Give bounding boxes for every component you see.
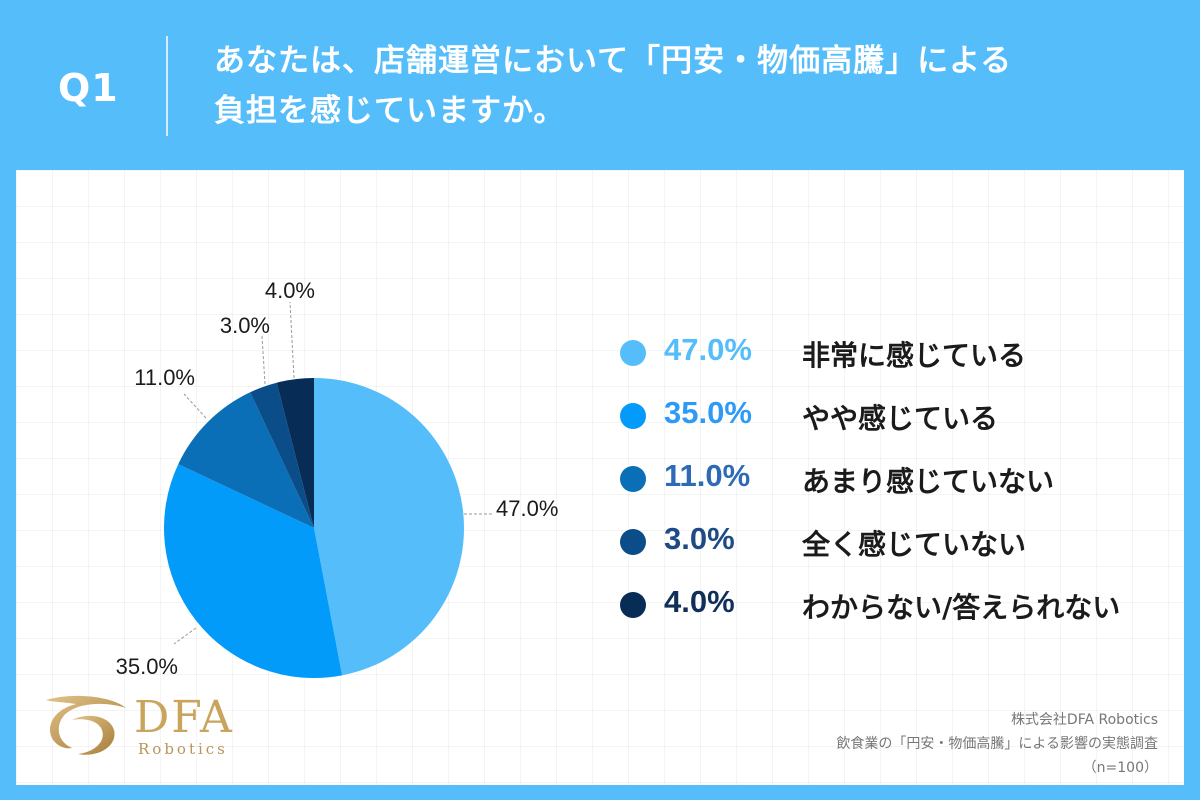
source-note: 株式会社DFA Robotics 飲食業の「円安・物価高騰」による影響の実態調査…: [836, 708, 1158, 780]
logo-text: DFA: [134, 692, 234, 743]
legend-label: 全く感じていない: [802, 528, 1027, 561]
legend-swatch: [620, 403, 646, 429]
legend-item: 4.0% わからない/答えられない: [620, 582, 1160, 626]
legend-label: やや感じている: [802, 402, 999, 435]
pie-slice: [250, 382, 314, 528]
question-title-line2: 負担を感じていますか。: [214, 93, 566, 129]
legend-percent: 35.0%: [664, 395, 752, 430]
pie-slice: [276, 378, 314, 528]
source-sample: （n=100）: [1082, 760, 1158, 776]
source-survey: 飲食業の「円安・物価高騰」による影響の実態調査: [836, 736, 1158, 752]
legend-label: わからない/答えられない: [802, 591, 1121, 624]
legend-percent: 11.0%: [664, 458, 751, 493]
legend-item: 35.0% やや感じている: [620, 393, 1160, 437]
legend-item: 11.0% あまり感じていない: [620, 456, 1160, 500]
source-company: 株式会社DFA Robotics: [1010, 712, 1158, 728]
question-title: あなたは、店舗運営において「円安・物価高騰」による 負担を感じていますか。: [214, 36, 1174, 136]
data-label: 11.0%: [134, 365, 195, 390]
legend-item: 47.0% 非常に感じている: [620, 330, 1160, 374]
legend-swatch: [620, 529, 646, 555]
leader-line: [173, 627, 197, 645]
leader-line: [261, 335, 266, 385]
pie-slice: [178, 392, 314, 528]
data-label: 4.0%: [265, 278, 315, 303]
legend-percent: 4.0%: [664, 584, 735, 619]
legend-swatch: [620, 340, 646, 366]
legend-swatch: [620, 592, 646, 618]
leader-line: [183, 393, 207, 419]
legend-label: 非常に感じている: [802, 339, 1027, 372]
leader-line: [289, 301, 295, 379]
pie-slice: [314, 378, 465, 676]
data-label: 47.0%: [496, 496, 558, 521]
pie-slice: [164, 464, 343, 679]
data-label: 3.0%: [220, 313, 270, 338]
legend-label: あまり感じていない: [802, 465, 1055, 498]
legend-percent: 47.0%: [664, 332, 752, 367]
header-divider: [166, 36, 168, 136]
logo-subtext: Robotics: [138, 740, 228, 758]
legend-swatch: [620, 466, 646, 492]
logo-swoosh-icon: [46, 695, 126, 755]
legend-item: 3.0% 全く感じていない: [620, 519, 1160, 563]
legend-percent: 3.0%: [664, 521, 735, 556]
data-label: 35.0%: [116, 654, 178, 679]
question-header: Q1 あなたは、店舗運営において「円安・物価高騰」による 負担を感じていますか。: [0, 0, 1200, 170]
question-number: Q1: [58, 66, 119, 110]
company-logo: DFA Robotics: [42, 690, 242, 770]
question-title-line1: あなたは、店舗運営において「円安・物価高騰」による: [214, 43, 1013, 79]
